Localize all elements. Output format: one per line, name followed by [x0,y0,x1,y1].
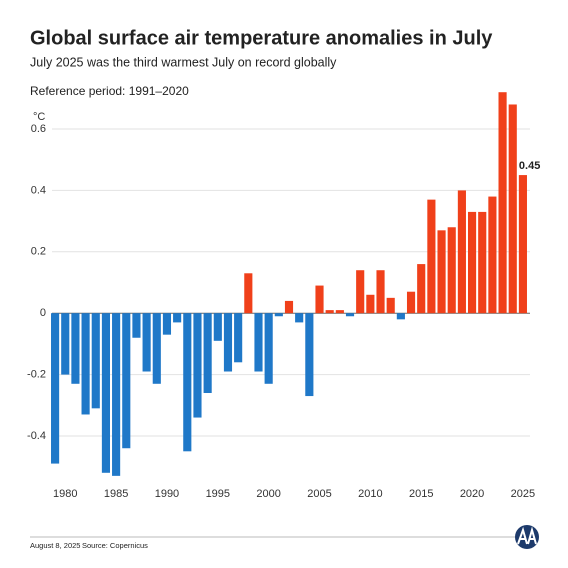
bar [437,230,446,314]
bar [101,313,111,473]
x-tick-label: 2000 [256,488,280,500]
x-tick-label: 1990 [155,488,179,500]
x-tick-label: 1980 [53,488,77,500]
bar [122,313,131,449]
x-tick-label: 1995 [206,488,230,500]
bar [447,227,456,314]
bar [203,313,212,393]
bar [91,313,100,409]
y-tick-label: 0 [40,307,46,319]
bar [274,313,283,317]
bar [295,313,304,323]
bar [457,190,466,314]
bar [284,300,294,314]
y-tick-label: 0.4 [31,184,46,196]
bar [142,313,151,372]
bar [264,313,273,384]
bar [223,313,233,372]
x-tick-label: 2005 [307,488,331,500]
x-tick-label: 2015 [409,488,433,500]
logo [515,525,539,549]
bar [478,211,487,314]
x-tick-label: 1985 [104,488,128,500]
bar [315,285,324,314]
value-label: 0.45 [519,160,540,172]
chart-subtitle: July 2025 was the third warmest July on … [30,55,337,69]
bar [467,211,477,314]
y-tick-label: -0.2 [27,368,46,380]
y-tick-label: 0.2 [31,246,46,258]
bar [427,199,436,314]
bar [71,313,80,384]
bar [406,291,416,314]
bar [366,294,375,314]
bar [498,92,507,314]
bar [508,104,517,314]
bar [345,313,355,317]
date: August 8, 2025 [30,541,80,550]
y-tick-label: -0.4 [27,430,46,442]
bar [183,313,192,452]
bar [173,313,182,323]
bar [376,270,385,314]
bar [254,313,263,372]
bar [61,313,70,375]
y-axis-label: °C [33,111,45,123]
bar [417,264,426,314]
bar [396,313,405,320]
bar [81,313,90,415]
source: Source: Copernicus [82,541,148,550]
y-tick-label: 0.6 [31,123,46,135]
bar [234,313,243,363]
bar [488,196,497,314]
bar [356,270,365,314]
x-tick-label: 2025 [511,488,535,500]
bar [244,273,253,314]
bar [193,313,202,418]
bar [213,313,222,341]
bar [386,297,395,314]
bar [325,310,334,314]
chart-title: Global surface air temperature anomalies… [30,27,493,49]
bar [335,310,344,314]
bar [132,313,141,338]
bar [152,313,161,384]
bar [51,313,60,464]
x-tick-label: 2010 [358,488,382,500]
note: Reference period: 1991–2020 [30,84,189,98]
x-tick-label: 2020 [460,488,484,500]
bar [112,313,121,476]
bar [305,313,314,397]
bar [162,313,172,335]
bar [518,175,527,314]
